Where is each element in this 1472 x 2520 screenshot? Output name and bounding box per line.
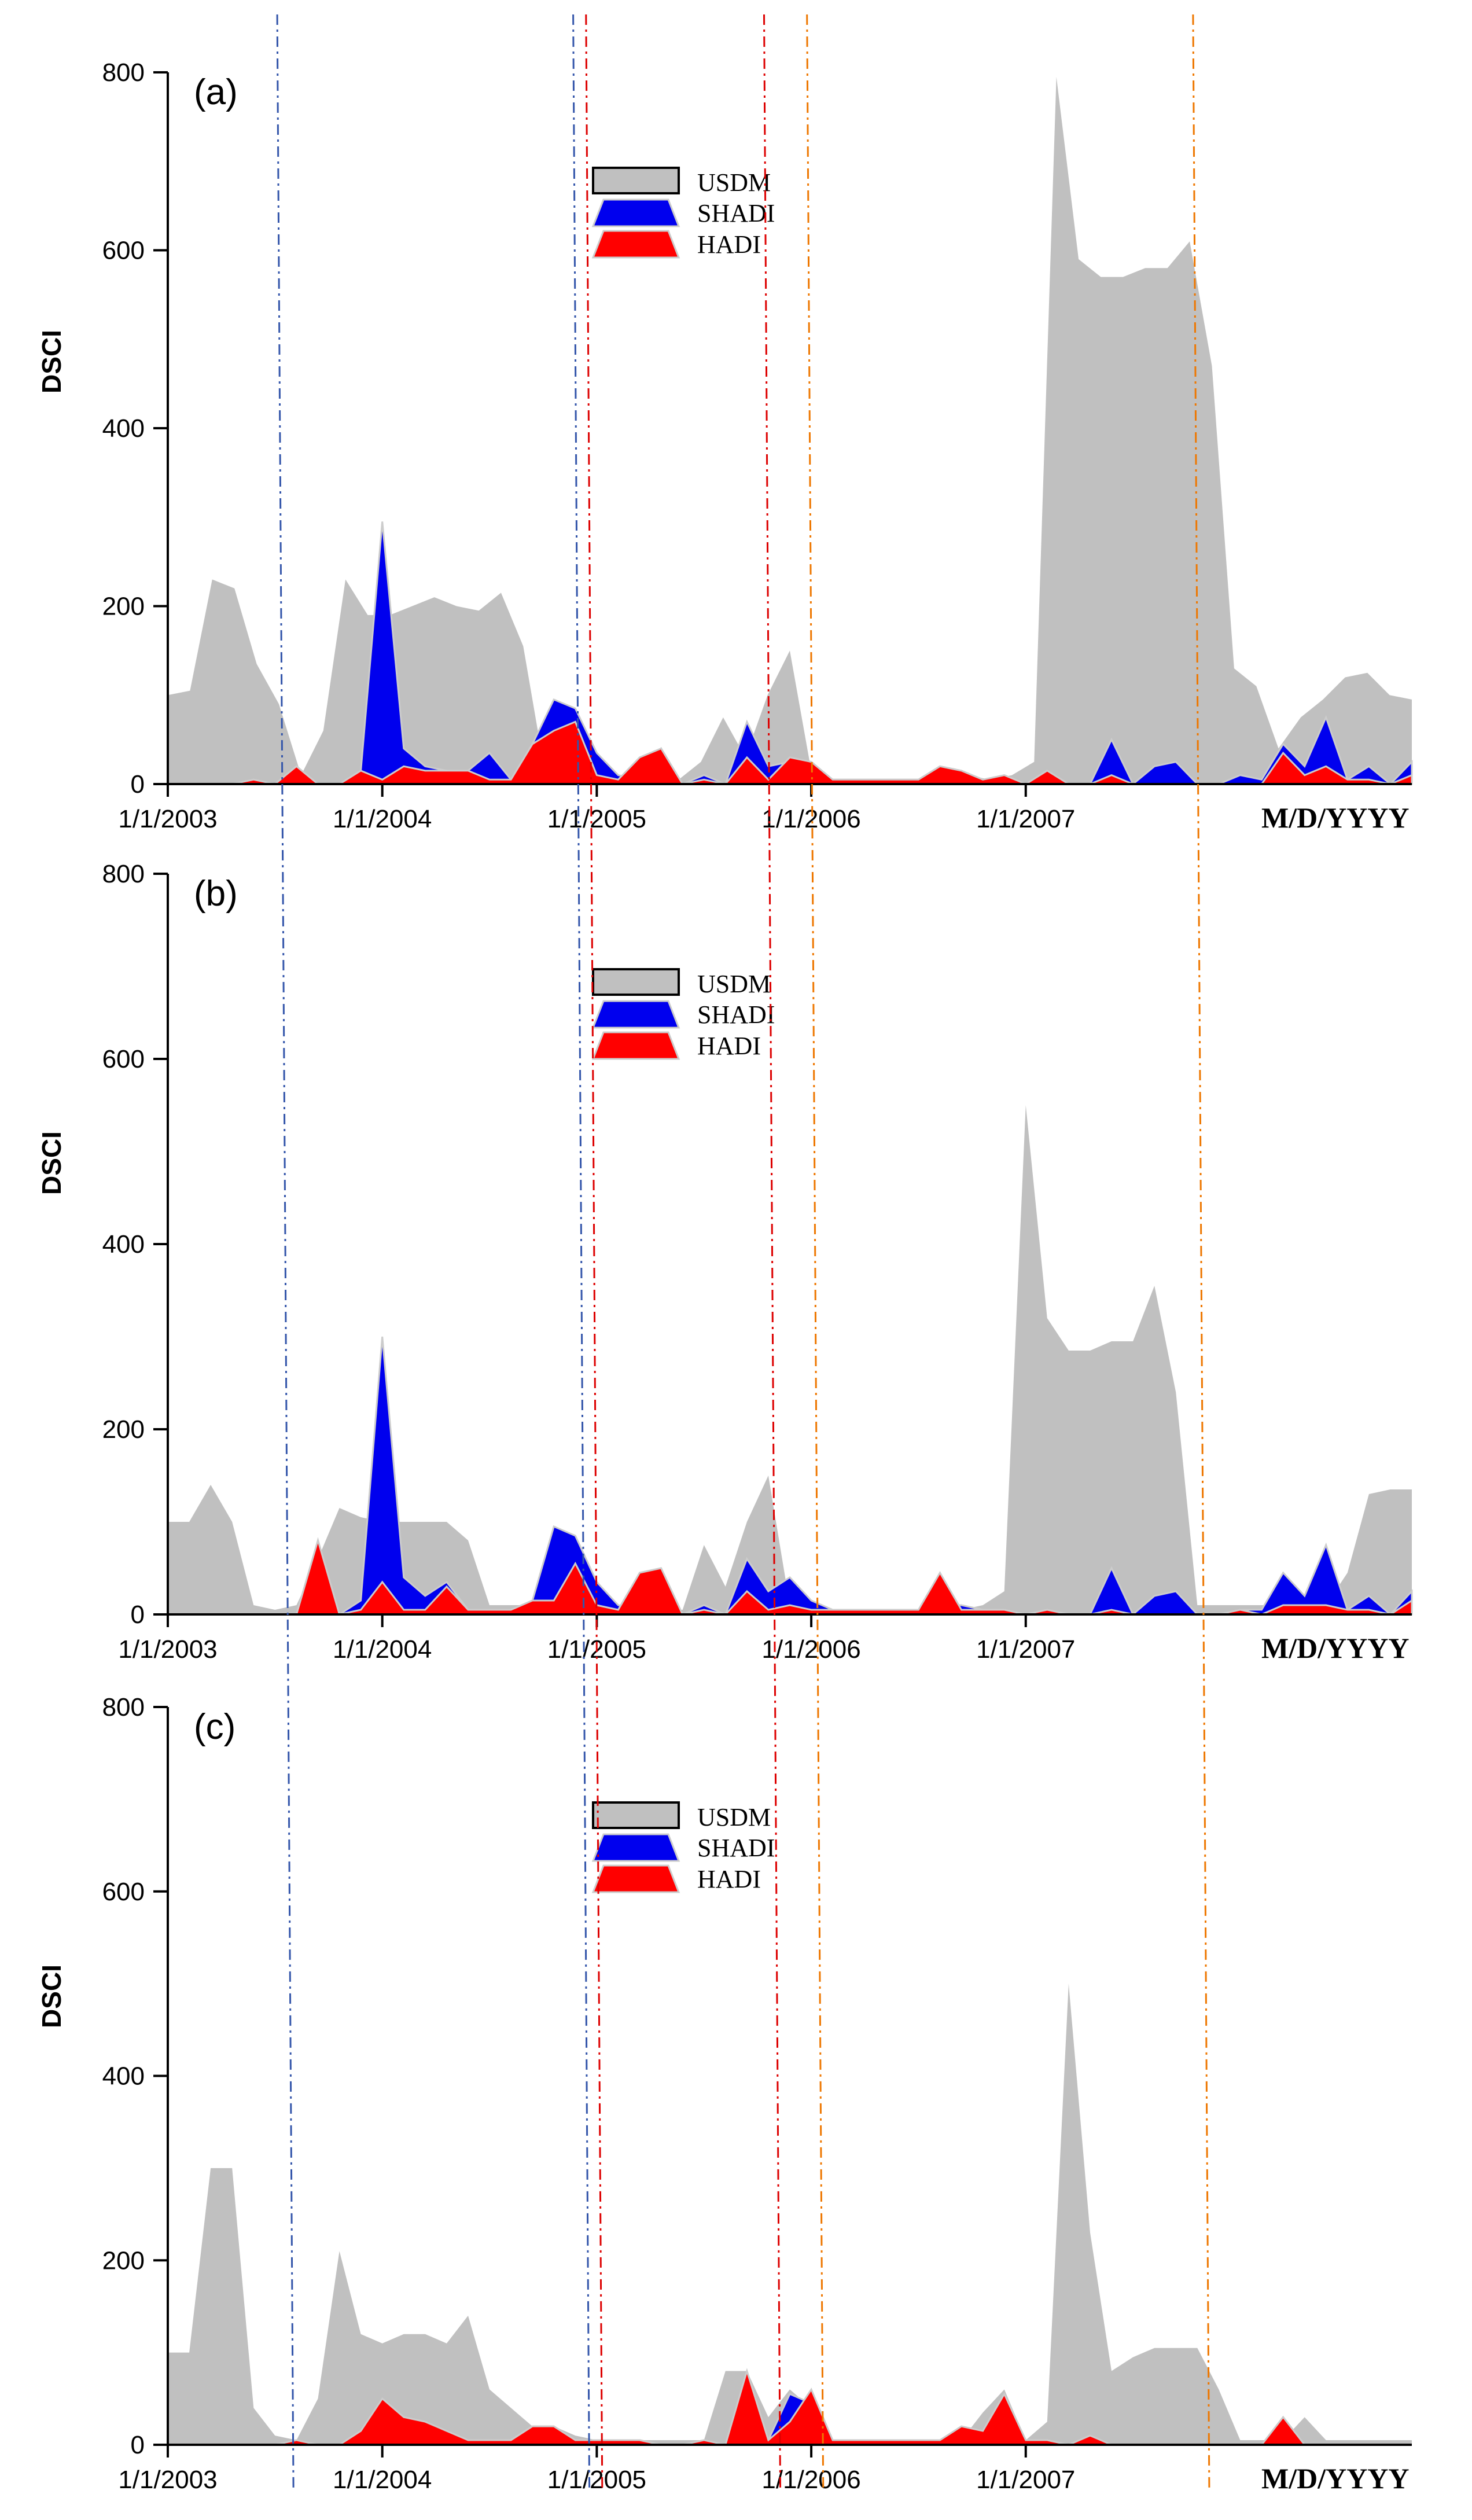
panel-label: (b) (194, 874, 238, 914)
legend-swatch-hadi (591, 1864, 680, 1893)
orange-line-2 (1192, 14, 1210, 2489)
area-usdm (168, 76, 1412, 785)
legend-swatch-hadi (591, 230, 680, 259)
y-tick-label: 600 (102, 1878, 145, 1906)
red-line-2 (763, 14, 781, 2489)
legend-swatch-usdm (592, 167, 680, 194)
y-tick-label: 200 (102, 1415, 145, 1444)
legend-swatch-shadi (591, 1833, 680, 1862)
legend-swatch-shadi (591, 198, 680, 227)
y-tick-label: 0 (131, 1601, 145, 1629)
blue-line-1 (276, 14, 295, 2489)
y-tick-label: 0 (131, 770, 145, 799)
y-axis-label: DSCI (36, 1965, 67, 2028)
area-usdm (168, 1984, 1412, 2445)
legend-label-hadi: HADI (697, 1032, 761, 1060)
y-tick-label: 600 (102, 1045, 145, 1073)
y-tick-label: 400 (102, 414, 145, 443)
x-tick-label: 1/1/2004 (333, 805, 432, 833)
legend-label-usdm: USDM (697, 168, 771, 197)
area-usdm (168, 1105, 1412, 1614)
x-tick-label: 1/1/2007 (976, 2466, 1075, 2494)
y-tick-label: 400 (102, 2062, 145, 2091)
x-tick-label: 1/1/2003 (118, 2466, 217, 2494)
y-tick-label: 800 (102, 1693, 145, 1721)
x-tick-label: 1/1/2006 (761, 1635, 860, 1664)
legend-swatch-usdm (592, 1801, 680, 1829)
legend-label-hadi: HADI (697, 1865, 761, 1893)
y-tick-label: 200 (102, 593, 145, 621)
x-tick-label: 1/1/2007 (976, 1635, 1075, 1664)
panel-0: 0 200 400 600 800 DSCI 1/1/2003 1/1/2004 1/1/200… (36, 58, 1413, 834)
y-tick-label: 0 (131, 2431, 145, 2459)
orange-line-1 (806, 14, 825, 2489)
x-tick-label: 1/1/2005 (547, 2466, 646, 2494)
y-tick-label: 800 (102, 58, 145, 87)
x-tick-label: 1/1/2003 (118, 1635, 217, 1664)
x-axis-unit-label: M/D/YYYY (1261, 1632, 1410, 1664)
y-axis-label: DSCI (36, 1131, 67, 1195)
panel-label: (a) (194, 72, 238, 112)
y-tick-label: 200 (102, 2246, 145, 2275)
legend-label-shadi: SHADI (697, 1834, 775, 1862)
blue-line-2 (572, 14, 591, 2489)
legend-label-shadi: SHADI (697, 1000, 775, 1029)
x-tick-label: 1/1/2004 (333, 1635, 432, 1664)
panels: 0 200 400 600 800 DSCI 1/1/2003 1/1/2004 1/1/200… (36, 58, 1413, 2495)
legend-swatch-hadi (591, 1031, 680, 1060)
legend-label-usdm: USDM (697, 1803, 771, 1831)
y-tick-label: 800 (102, 860, 145, 888)
legend-swatch-usdm (592, 968, 680, 996)
panel-1: 0 200 400 600 800 DSCI 1/1/2003 1/1/2004 1/1/200… (36, 860, 1413, 1664)
x-axis-unit-label: M/D/YYYY (1261, 2462, 1410, 2495)
event-vertical-lines (276, 14, 1210, 2489)
x-tick-label: 1/1/2005 (547, 805, 646, 833)
x-tick-label: 1/1/2007 (976, 805, 1075, 833)
area-hadi (168, 1537, 1413, 1616)
y-tick-label: 600 (102, 237, 145, 265)
red-line-1 (585, 14, 603, 2489)
x-tick-label: 1/1/2006 (761, 2466, 860, 2494)
x-axis-unit-label: M/D/YYYY (1261, 801, 1410, 834)
panel-label: (c) (194, 1707, 235, 1747)
legend-label-usdm: USDM (697, 970, 771, 998)
legend-swatch-shadi (591, 1000, 680, 1029)
panel-2: 0 200 400 600 800 DSCI 1/1/2003 1/1/2004 1/1/200… (36, 1693, 1412, 2495)
x-tick-label: 1/1/2003 (118, 805, 217, 833)
x-tick-label: 1/1/2006 (761, 805, 860, 833)
legend-label-hadi: HADI (697, 230, 761, 259)
x-tick-label: 1/1/2004 (333, 2466, 432, 2494)
y-axis-label: DSCI (36, 330, 67, 393)
legend-label-shadi: SHADI (697, 199, 775, 227)
y-tick-label: 400 (102, 1230, 145, 1259)
